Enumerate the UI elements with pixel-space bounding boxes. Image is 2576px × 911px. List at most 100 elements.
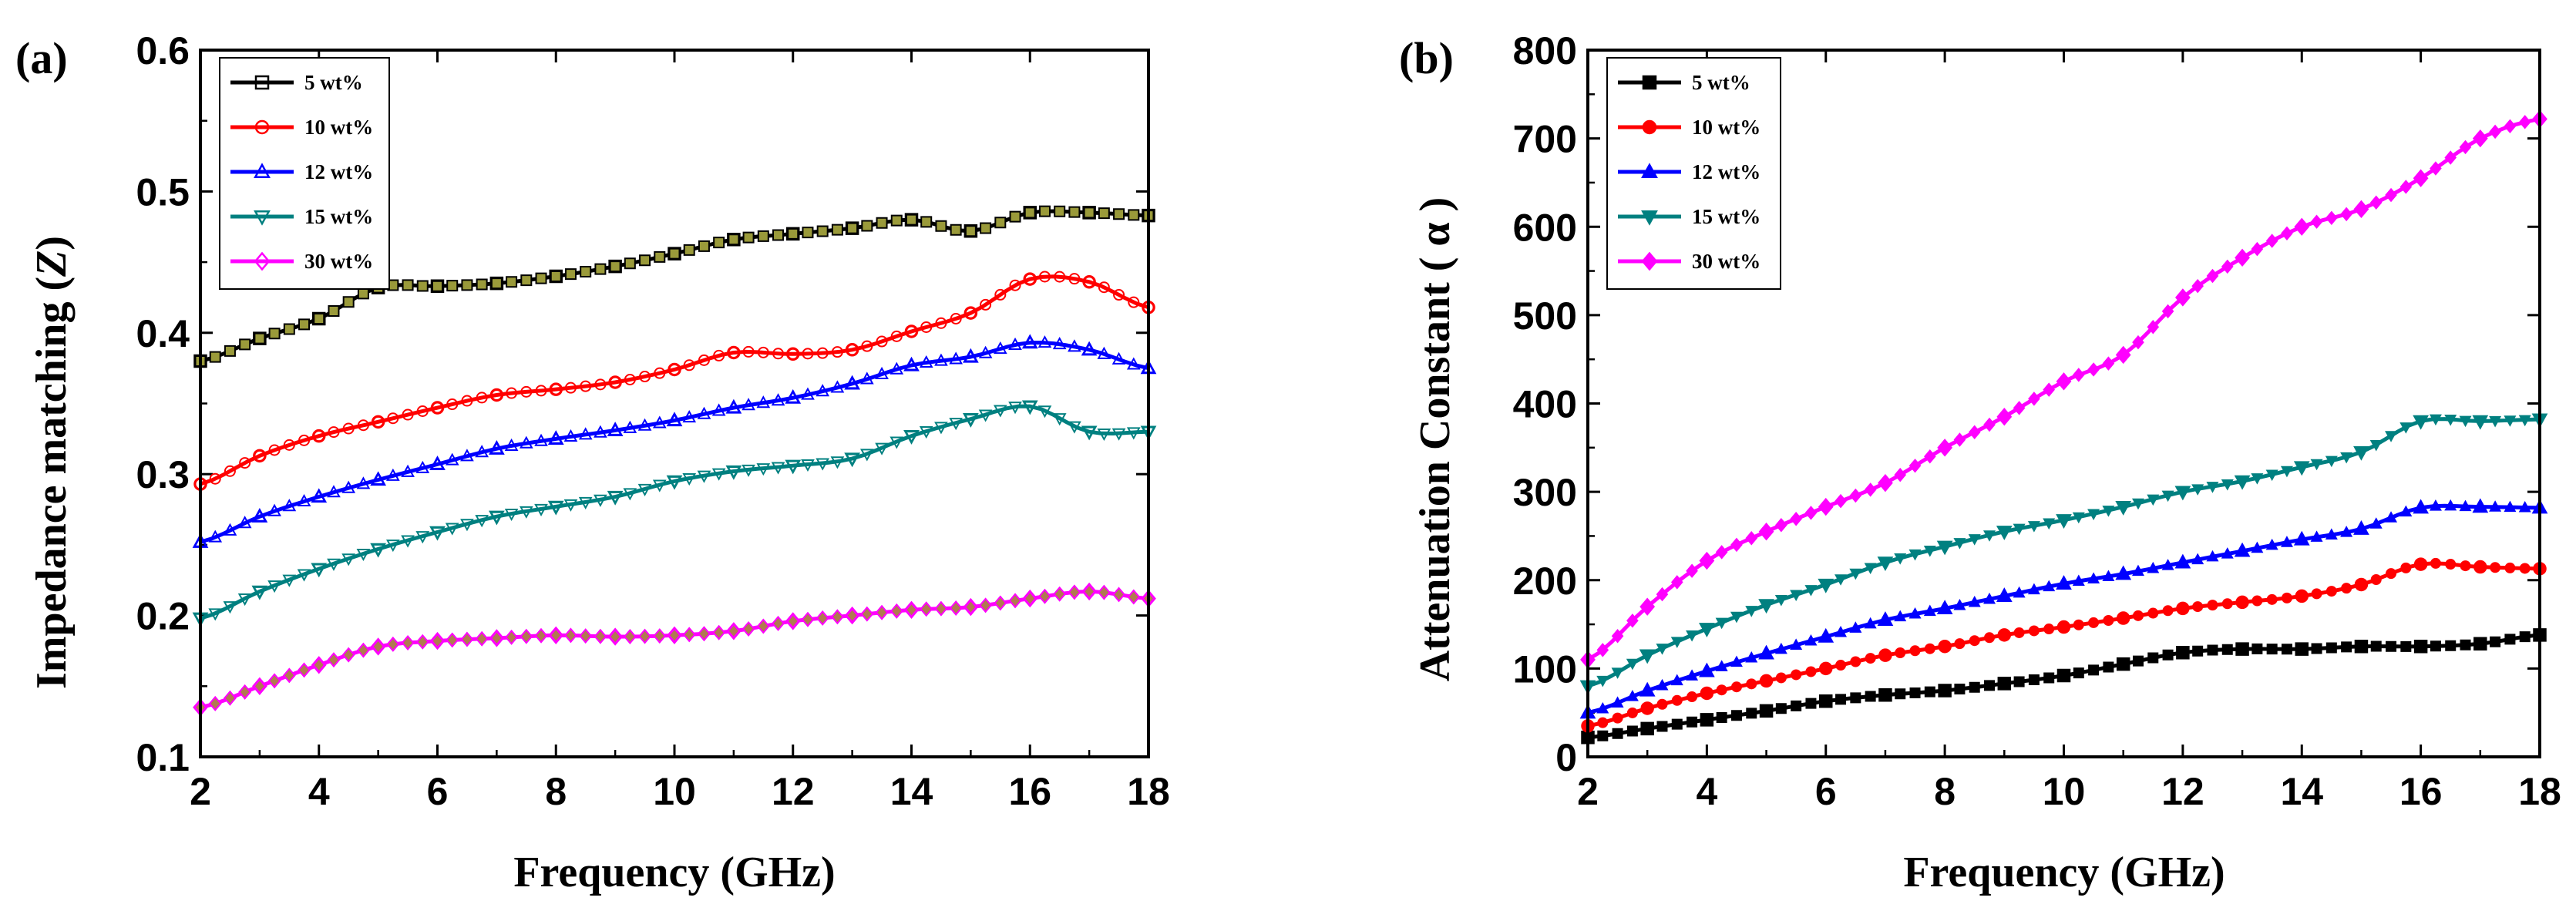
data-point [2353,520,2369,535]
x-tick-label: 16 [2399,770,2443,813]
data-point [1878,473,1893,492]
data-point [547,430,564,445]
data-point [1818,578,1834,593]
marker [2519,563,2531,574]
marker [208,529,223,543]
marker [637,418,652,431]
marker [1774,594,1787,607]
marker [1716,684,1727,696]
marker [1923,604,1936,617]
data-point [1081,582,1098,601]
data-point [1021,334,1038,349]
axis-ticks: 2 4 6 8 10 12 14 16 18 0 100 200 300 400 500 600 700 800 [1513,29,2561,813]
marker [1112,587,1126,603]
marker [713,237,725,249]
marker [594,628,607,644]
marker [2429,414,2442,426]
marker [919,355,933,368]
x-tick-label: 12 [772,770,815,813]
marker [432,280,443,292]
marker [2102,570,2115,581]
panel-label: (a) [15,33,68,83]
x-tick-label: 10 [2043,770,2086,813]
marker [1968,425,1981,439]
marker [1984,632,1996,644]
marker [2341,641,2352,653]
marker [1656,698,1668,710]
x-tick-label: 18 [1127,770,1170,813]
marker [223,523,237,536]
marker [756,618,770,634]
marker [2206,482,2219,493]
data-point [311,656,327,674]
marker [950,224,962,236]
marker [1597,717,1609,728]
marker [2221,598,2233,610]
marker [1730,655,1743,667]
marker [1716,712,1727,724]
data-point [666,475,683,490]
marker [1083,207,1095,219]
marker [520,274,533,287]
marker [771,462,785,475]
marker [1894,610,1907,622]
marker [1611,696,1624,708]
data-point [1878,648,1892,662]
marker [1908,607,1922,619]
marker [2251,473,2264,485]
marker [2072,574,2085,587]
marker [802,348,814,360]
y-tick-label: 0.6 [136,29,190,72]
marker [402,279,414,291]
marker [342,422,355,435]
marker [2459,140,2472,155]
marker [237,593,252,607]
marker [1791,669,1802,681]
marker [2161,559,2174,570]
data-point [2354,639,2369,654]
marker [1068,339,1081,352]
data-point [489,388,504,402]
marker [313,312,325,324]
data-point [1819,694,1833,708]
y-tick-label: 300 [1513,471,1577,514]
marker [267,503,281,516]
marker [1924,449,1936,464]
marker [2043,672,2055,684]
legend-label: 12 wt% [304,160,373,183]
marker [578,427,593,440]
marker [846,222,859,234]
marker [1895,647,1906,658]
marker [2311,588,2322,600]
marker [1596,675,1609,687]
marker [297,493,311,507]
marker [327,558,341,571]
data-point [725,622,742,640]
marker [1596,643,1609,657]
marker [1909,687,1921,698]
legend-label: 10 wt% [1692,116,1760,139]
marker [623,628,637,644]
marker [237,516,252,529]
marker [401,464,415,477]
y-tick-label: 700 [1513,118,1577,161]
marker [2013,586,2026,598]
marker [2162,605,2174,617]
marker [2444,150,2457,165]
marker [801,387,815,400]
data-point [253,449,267,463]
marker [2251,643,2263,654]
marker [224,465,236,477]
marker [2072,368,2085,382]
marker [2281,592,2292,603]
marker [1774,642,1787,654]
data-point [430,279,445,294]
marker [2043,580,2056,592]
marker [506,276,518,288]
marker [698,354,710,366]
marker [431,633,444,649]
data-point [2056,575,2072,590]
y-axis-title-prefix: Impedance matching ( [28,277,76,689]
marker [579,628,593,644]
marker [1053,586,1067,602]
